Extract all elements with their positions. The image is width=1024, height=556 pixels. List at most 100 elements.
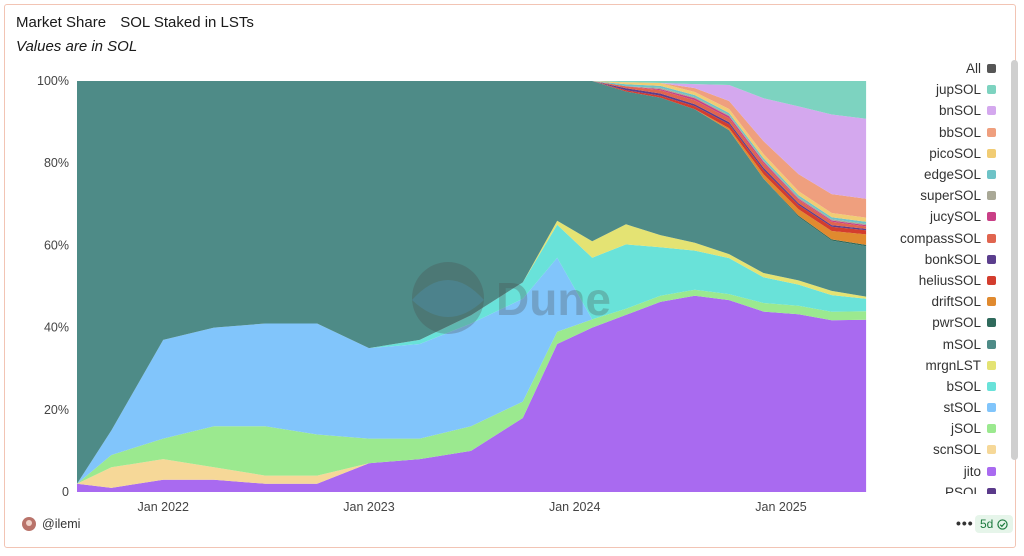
y-axis: 0 20% 40% 60% 80% 100% bbox=[37, 74, 69, 499]
legend-label: superSOL bbox=[920, 188, 981, 204]
legend-swatch bbox=[987, 106, 996, 116]
legend-item-mrgnlst[interactable]: mrgnLST bbox=[880, 355, 1010, 376]
legend-swatch bbox=[987, 424, 996, 434]
legend-label: jito bbox=[963, 463, 981, 479]
author-link[interactable]: @ilemi bbox=[22, 517, 80, 531]
x-tick-label: Jan 2022 bbox=[138, 500, 189, 514]
legend-label: bSOL bbox=[946, 378, 981, 394]
legend-label: jupSOL bbox=[935, 82, 981, 98]
legend-item-bnsol[interactable]: bnSOL bbox=[880, 100, 1010, 121]
chart-legend: All jupSOL bnSOL bbSOL picoSOL edgeSOL superSO… bbox=[880, 58, 1010, 494]
legend-item-edgesol[interactable]: edgeSOL bbox=[880, 164, 1010, 185]
author-name: @ilemi bbox=[42, 517, 81, 531]
legend-label: scnSOL bbox=[932, 442, 981, 458]
legend-item-bonksol[interactable]: bonkSOL bbox=[880, 249, 1010, 270]
legend-item-jupsol[interactable]: jupSOL bbox=[880, 79, 1010, 100]
area-scnsol[interactable] bbox=[77, 295, 867, 488]
legend-swatch bbox=[987, 275, 996, 285]
legend-swatch bbox=[987, 445, 996, 455]
avatar bbox=[22, 517, 36, 531]
legend-item-driftsol[interactable]: driftSOL bbox=[880, 291, 1010, 312]
chart-name: SOL Staked in LSTs bbox=[120, 14, 254, 31]
legend-item-jucysol[interactable]: jucySOL bbox=[880, 206, 1010, 227]
legend-swatch bbox=[987, 64, 996, 74]
dune-watermark: Dune bbox=[412, 262, 611, 334]
stacked-area-chart: Dune 020%40%60%80%100% Jan 2022 Jan 2023 J… bbox=[37, 74, 867, 514]
x-axis: Jan 2022 Jan 2023 Jan 2024 Jan 2025 bbox=[138, 500, 807, 514]
area-jupsol[interactable] bbox=[77, 81, 867, 119]
legend-swatch bbox=[987, 254, 996, 264]
legend-item-supersol[interactable]: superSOL bbox=[880, 185, 1010, 206]
dune-logo-icon bbox=[412, 262, 484, 334]
legend-label: stSOL bbox=[943, 400, 981, 416]
legend-label: bbSOL bbox=[938, 124, 981, 140]
legend-item-pwrsol[interactable]: pwrSOL bbox=[880, 312, 1010, 333]
area-layers bbox=[77, 81, 867, 492]
legend-label: jSOL bbox=[950, 421, 981, 437]
y-tick-label: 20% bbox=[44, 403, 69, 417]
more-options-button[interactable]: ••• bbox=[956, 515, 974, 531]
legend-scrollbar[interactable] bbox=[1011, 60, 1018, 460]
area-stsol[interactable] bbox=[77, 257, 867, 484]
legend-swatch bbox=[987, 487, 996, 494]
legend-item-bbsol[interactable]: bbSOL bbox=[880, 122, 1010, 143]
legend-item-msol[interactable]: mSOL bbox=[880, 333, 1010, 354]
legend-swatch bbox=[987, 318, 996, 328]
legend-item-bsol[interactable]: bSOL bbox=[880, 376, 1010, 397]
legend-swatch bbox=[987, 466, 996, 476]
chart-header: Market Share SOL Staked in LSTs bbox=[16, 14, 264, 31]
y-tick-label: 100% bbox=[37, 74, 69, 88]
area-bsol[interactable] bbox=[77, 224, 867, 484]
y-tick-label: 40% bbox=[44, 321, 69, 335]
legend-label: driftSOL bbox=[931, 294, 981, 310]
chart-title: Market Share bbox=[16, 14, 107, 31]
dune-logo-wave-icon bbox=[412, 280, 484, 317]
legend-swatch bbox=[987, 403, 996, 413]
legend-label: edgeSOL bbox=[923, 167, 981, 183]
legend-swatch bbox=[987, 339, 996, 349]
legend-label: PSOL bbox=[944, 484, 981, 494]
legend-label: mSOL bbox=[942, 336, 981, 352]
legend-item-scnsol[interactable]: scnSOL bbox=[880, 439, 1010, 460]
legend-label: pwrSOL bbox=[932, 315, 981, 331]
legend-label: picoSOL bbox=[929, 145, 981, 161]
legend-item-psol[interactable]: PSOL bbox=[880, 482, 1010, 494]
legend-label: bonkSOL bbox=[924, 251, 981, 267]
legend-item-stsol[interactable]: stSOL bbox=[880, 397, 1010, 418]
y-tick-label: 80% bbox=[44, 156, 69, 170]
legend-item-compasssol[interactable]: compassSOL bbox=[880, 228, 1010, 249]
age-label: 5d bbox=[980, 517, 994, 531]
legend-swatch bbox=[987, 233, 996, 243]
legend-swatch bbox=[987, 212, 996, 222]
legend-swatch bbox=[987, 148, 996, 158]
x-tick-label: Jan 2024 bbox=[549, 500, 600, 514]
legend-swatch bbox=[987, 127, 996, 137]
chart-subtitle: Values are in SOL bbox=[16, 38, 138, 55]
legend-swatch bbox=[987, 381, 996, 391]
legend-label: heliusSOL bbox=[918, 272, 981, 288]
area-msol[interactable] bbox=[77, 81, 867, 484]
y-tick-label: 0 bbox=[62, 485, 69, 499]
legend-item-jsol[interactable]: jSOL bbox=[880, 418, 1010, 439]
legend-swatch bbox=[987, 191, 996, 201]
area-jsol[interactable] bbox=[77, 289, 867, 484]
legend-item-all[interactable]: All bbox=[880, 58, 1010, 79]
legend-item-jito[interactable]: jito bbox=[880, 461, 1010, 482]
legend-swatch bbox=[987, 85, 996, 95]
legend-label: jucySOL bbox=[929, 209, 981, 225]
check-circle-icon bbox=[997, 518, 1009, 530]
legend-item-heliussol[interactable]: heliusSOL bbox=[880, 270, 1010, 291]
legend-swatch bbox=[987, 170, 996, 180]
legend-label: mrgnLST bbox=[925, 357, 981, 373]
area-jito[interactable] bbox=[77, 295, 867, 492]
legend-item-picosol[interactable]: picoSOL bbox=[880, 143, 1010, 164]
x-tick-label: Jan 2025 bbox=[755, 500, 806, 514]
legend-label: All bbox=[965, 61, 981, 77]
legend-swatch bbox=[987, 360, 996, 370]
legend-label: compassSOL bbox=[899, 230, 981, 246]
refresh-status-badge[interactable]: 5d bbox=[975, 515, 1014, 533]
y-tick-label: 60% bbox=[44, 238, 69, 252]
legend-label: bnSOL bbox=[938, 103, 981, 119]
watermark-text: Dune bbox=[496, 273, 611, 325]
x-tick-label: Jan 2023 bbox=[343, 500, 394, 514]
